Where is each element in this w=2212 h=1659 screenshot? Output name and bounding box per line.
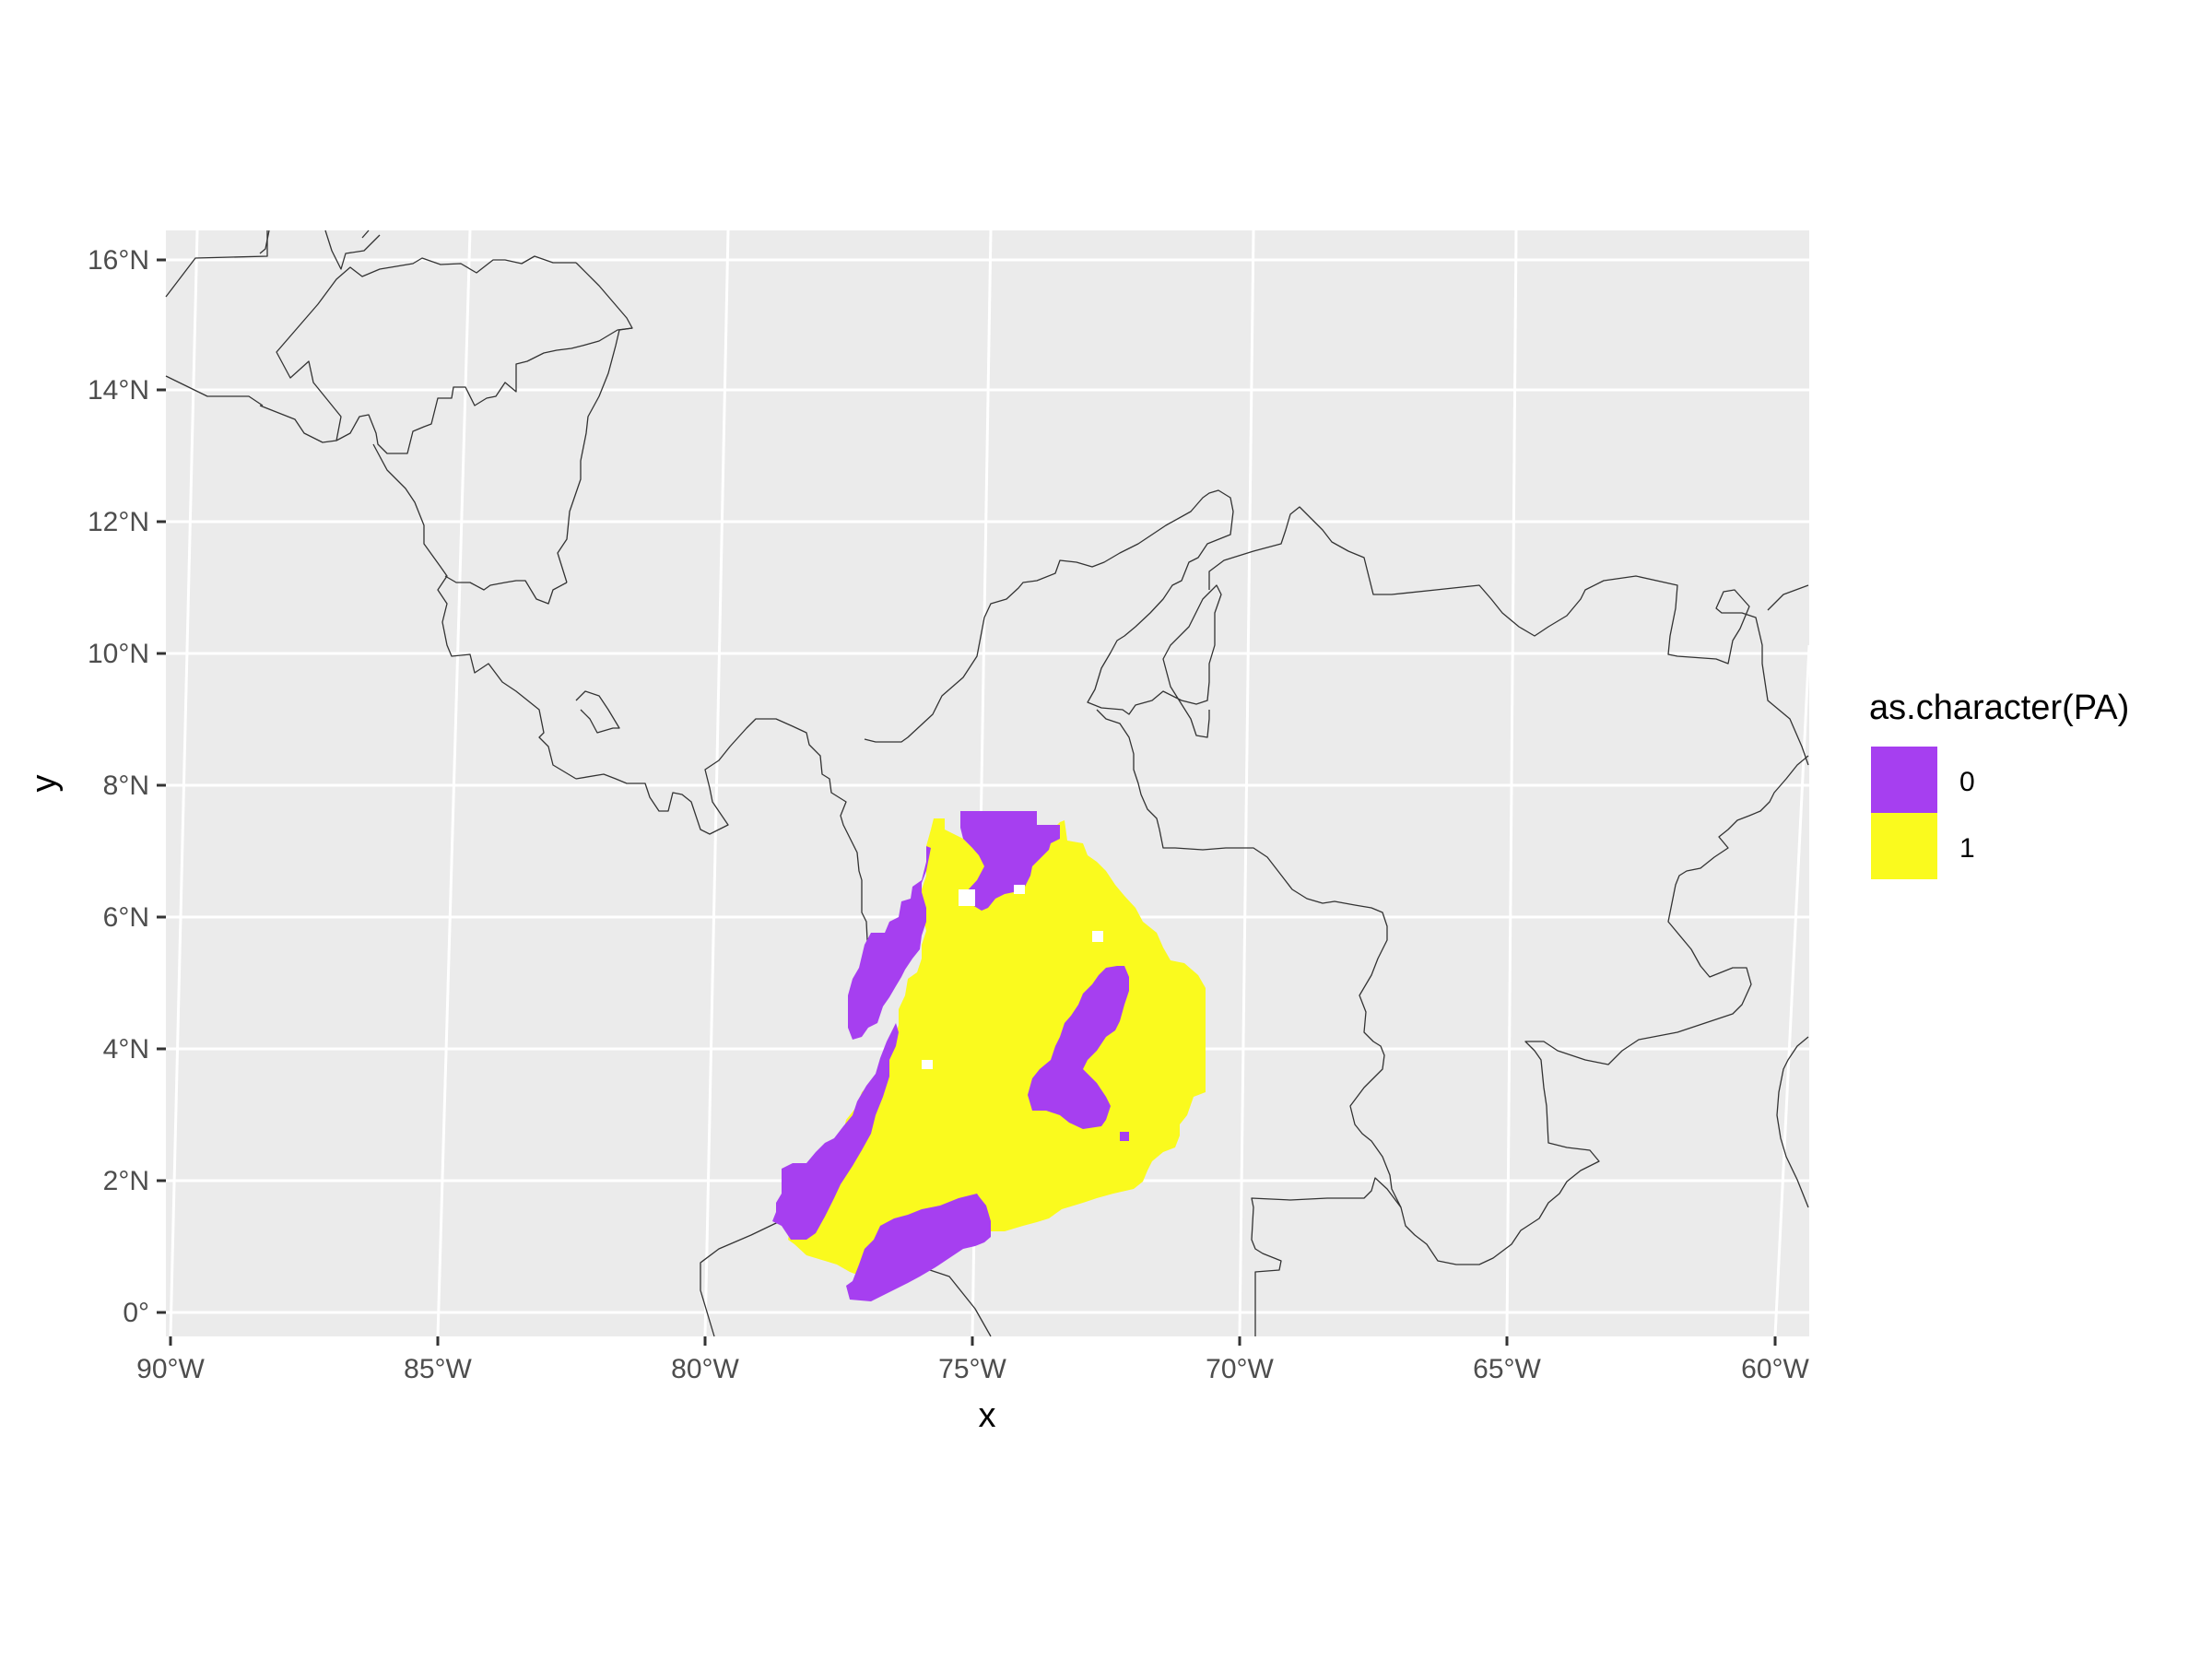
coast-yucatan (557, 262, 633, 583)
x-tick-label: 90°W (136, 1354, 205, 1384)
legend-label-1: 1 (1959, 833, 1975, 864)
legend: as.character(PA) 0 1 (1869, 688, 2129, 879)
x-tick-label: 65°W (1473, 1354, 1541, 1384)
coast-pacific-central (372, 443, 577, 780)
legend-title: as.character(PA) (1869, 688, 2129, 727)
border-nicaragua-costarica (575, 690, 620, 734)
no-data-cell (959, 889, 975, 906)
absence-area (848, 846, 931, 1040)
y-tick-label: 12°N (88, 507, 149, 537)
x-tick-labels: 90°W 85°W 80°W 75°W 70°W 65°W 60°W (136, 1354, 1809, 1384)
border-colombia-brazil (1251, 1177, 1402, 1336)
coast-venezuela-east (1096, 709, 1809, 1265)
coast-venezuela-fragment (1767, 584, 1809, 611)
x-tick-label: 80°W (671, 1354, 739, 1384)
border-venezuela-guyana (1776, 1036, 1809, 1208)
border-colombia-venezuela (1208, 506, 1809, 766)
border-guatemala (259, 255, 576, 443)
no-data-cell (922, 1060, 933, 1069)
coast-jamaica-fragment (361, 229, 370, 239)
absence-area (1120, 1132, 1129, 1141)
border-belize-guatemala (324, 229, 381, 270)
y-tick-labels: 0° 2°N 4°N 6°N 8°N 10°N 12°N 14°N 16°N (88, 245, 149, 1328)
absence-area (960, 811, 1060, 911)
border-colombia-ecuador (700, 1214, 795, 1337)
y-tick-label: 16°N (88, 245, 149, 276)
absence-area (772, 1023, 899, 1240)
legend-key-0 (1871, 747, 1937, 813)
x-tick-label: 60°W (1741, 1354, 1809, 1384)
meridian-80w (703, 229, 730, 1337)
y-tick-label: 4°N (103, 1034, 149, 1065)
y-tick-label: 0° (123, 1298, 149, 1328)
y-axis-title: y (25, 775, 64, 793)
meridian-85w (436, 229, 472, 1337)
y-tick-label: 10°N (88, 639, 149, 669)
coast-cuba-fragment (259, 229, 270, 254)
x-tick-label: 85°W (404, 1354, 472, 1384)
absence-area (1028, 966, 1129, 1129)
absence-area (846, 1194, 991, 1301)
y-tick-label: 6°N (103, 902, 149, 933)
axis-ticks (157, 258, 1777, 1346)
x-tick-label: 70°W (1206, 1354, 1274, 1384)
y-tick-label: 8°N (103, 771, 149, 801)
y-tick-label: 14°N (88, 375, 149, 406)
y-tick-label: 2°N (103, 1166, 149, 1196)
coast-costarica-panama (575, 718, 869, 959)
x-axis-title: x (979, 1396, 996, 1435)
border-mexico-south (165, 375, 264, 406)
coast-panama-caribbean (864, 489, 1234, 743)
no-data-cell (1014, 885, 1025, 894)
border-mexico-north (165, 230, 268, 298)
coast-nicaragua-caribbean (444, 575, 568, 605)
legend-label-0: 0 (1959, 767, 1975, 797)
meridian-65w (1505, 229, 1518, 1337)
presence-absence-raster (772, 811, 1206, 1301)
coast-colombia-pacific (921, 1266, 992, 1337)
x-tick-label: 75°W (938, 1354, 1006, 1384)
meridian-70w (1238, 229, 1255, 1337)
country-borders (165, 229, 1809, 1337)
coast-caribbean-honduras (335, 327, 633, 454)
no-data-cell (1092, 931, 1103, 942)
meridian-90w (169, 229, 199, 1337)
legend-key-1 (1871, 813, 1937, 879)
